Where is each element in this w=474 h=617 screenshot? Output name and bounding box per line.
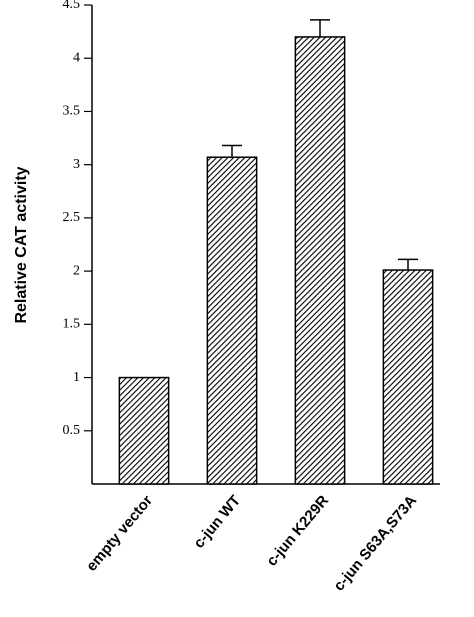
x-tick-label: c-jun K229R [263,492,332,569]
bar [382,269,434,485]
y-tick-label: 4 [73,50,80,65]
x-tick-label: c-jun S63A,S73A [330,492,420,594]
bar [294,36,346,485]
y-axis-label: Relative CAT activity [13,166,30,323]
x-tick-label: empty vector [83,492,156,575]
y-tick-label: 0.5 [63,423,81,438]
y-tick-label: 2.5 [63,210,81,225]
y-tick-label: 3.5 [63,104,81,119]
x-tick-label: c-jun WT [190,492,244,551]
bar [118,376,170,485]
y-tick-label: 1.5 [63,317,81,332]
bar [206,156,258,485]
y-tick-label: 4.5 [63,0,81,12]
y-tick-label: 3 [73,157,80,172]
y-tick-label: 2 [73,263,80,278]
y-tick-label: 1 [73,370,80,385]
